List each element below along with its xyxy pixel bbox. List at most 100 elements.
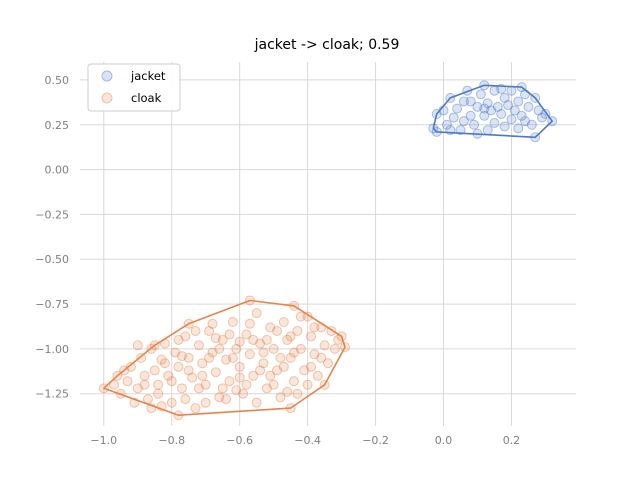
jacket-point (516, 110, 527, 121)
cloak-point (204, 352, 215, 363)
x-axis-ticks: −1.0 −0.8 −0.6 −0.4 −0.2 0.0 0.2 (90, 434, 520, 447)
x-tick-label: −1.0 (90, 434, 117, 447)
jacket-point (509, 105, 520, 116)
cloak-point (108, 379, 119, 390)
cloak-point (197, 358, 208, 369)
cloak-point (139, 370, 150, 381)
cloak-point (166, 376, 177, 387)
y-tick-label: −0.75 (35, 298, 69, 311)
cloak-point (214, 343, 225, 354)
cloak-point (306, 331, 317, 342)
cloak-point (187, 372, 198, 383)
legend-label-jacket: jacket (130, 69, 166, 83)
cloak-point (183, 365, 194, 376)
jacket-point (520, 116, 531, 127)
jacket-point (486, 105, 497, 116)
cloak-point (268, 379, 279, 390)
cloak-point (268, 343, 279, 354)
cloak-point (299, 365, 310, 376)
x-tick-label: 0.0 (435, 434, 453, 447)
cloak-point (221, 354, 232, 365)
jacket-point (520, 89, 531, 100)
cloak-point (295, 343, 306, 354)
cloak-point (289, 347, 300, 358)
cloak-point (207, 318, 218, 329)
cloak-point (241, 329, 252, 340)
cloak-point (221, 394, 232, 405)
jacket-point (479, 110, 490, 121)
cloak-point (282, 334, 293, 345)
jacket-point (533, 105, 544, 116)
cloak-point (261, 383, 272, 394)
cloak-point (125, 361, 136, 372)
cloak-point (149, 365, 160, 376)
jacket-point (499, 121, 510, 132)
jacket-point (513, 123, 524, 134)
cloak-point (132, 383, 143, 394)
y-tick-label: −0.50 (35, 253, 69, 266)
cloak-point (210, 333, 221, 344)
y-tick-label: 0.25 (45, 119, 70, 132)
jacket-point (479, 103, 490, 114)
cloak-point (227, 352, 238, 363)
cloak-point (139, 379, 150, 390)
legend-label-cloak: cloak (131, 91, 162, 105)
y-tick-label: −0.25 (35, 208, 69, 221)
cloak-point (238, 388, 249, 399)
cloak-point (295, 311, 306, 322)
cloak-point (136, 352, 147, 363)
cloak-point (159, 358, 170, 369)
jacket-point (489, 117, 500, 128)
jacket-point (465, 110, 476, 121)
cloak-point (309, 349, 320, 360)
cloak-point (214, 392, 225, 403)
grid (80, 62, 576, 426)
cloak-point (251, 397, 262, 408)
cloak-point (217, 334, 228, 345)
legend-marker-jacket (101, 70, 113, 82)
cloak-point (183, 352, 194, 363)
cloak-point (258, 347, 269, 358)
cloak-point (292, 388, 303, 399)
cloak-point (210, 367, 221, 378)
cloak-point (190, 403, 201, 414)
cloak-point (319, 340, 330, 351)
cloak-point (255, 338, 266, 349)
cloak-point (190, 325, 201, 336)
cloak-hull (103, 299, 346, 417)
cloak-point (197, 370, 208, 381)
cloak-point (231, 343, 242, 354)
y-axis-ticks: 0.50 0.25 0.00 −0.25 −0.50 −0.75 −1.00 −1.25 (35, 74, 69, 401)
x-tick-label: −0.6 (226, 434, 253, 447)
jacket-point (499, 92, 510, 103)
jacket-point (448, 112, 459, 123)
jacket-point (482, 125, 493, 136)
cloak-point (180, 331, 191, 342)
cloak-point (176, 351, 187, 362)
jacket-point (472, 101, 483, 112)
jacket-point (496, 109, 507, 119)
cloak-point (156, 354, 167, 365)
jacket-point (441, 119, 452, 130)
cloak-point (323, 358, 333, 369)
cloak-point (234, 372, 245, 383)
jacket-point (506, 114, 517, 125)
x-tick-label: 0.2 (503, 434, 521, 447)
cloak-point (224, 329, 235, 340)
cloak-point (329, 343, 340, 354)
cloak-point (234, 361, 245, 372)
jacket-point (526, 119, 537, 130)
legend: jacket cloak (87, 63, 181, 112)
cloak-point (289, 376, 300, 387)
cloak-point (285, 331, 296, 342)
cloak-point (275, 352, 286, 363)
cloak-point (282, 386, 293, 397)
cloak-point (292, 325, 303, 336)
jacket-hull (432, 84, 554, 139)
cloak-point (278, 361, 289, 372)
cloak-point (170, 347, 181, 358)
cloak-point (163, 370, 174, 381)
jacket-point (492, 101, 503, 112)
jacket-point (537, 112, 548, 123)
cloak-point (207, 347, 218, 358)
